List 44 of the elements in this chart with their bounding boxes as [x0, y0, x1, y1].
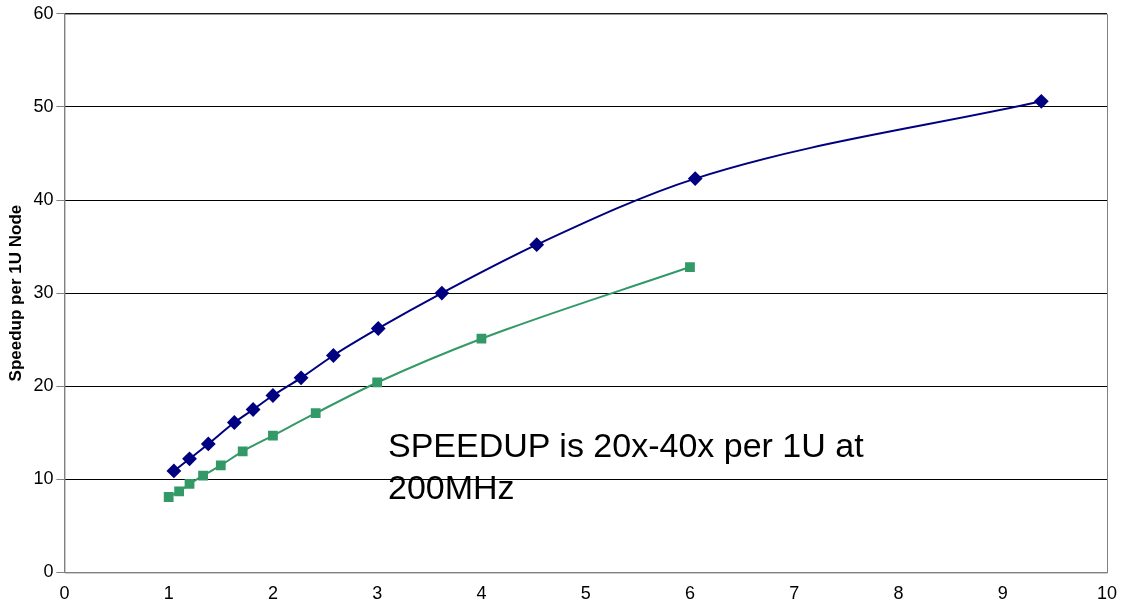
point — [688, 171, 703, 186]
x-tick-label: 0 — [59, 583, 70, 604]
point — [246, 402, 261, 417]
point — [372, 377, 383, 388]
x-tick-label: 10 — [1096, 583, 1118, 604]
x-tick-label: 7 — [789, 583, 800, 604]
point — [529, 237, 544, 252]
x-tick-label: 5 — [580, 583, 591, 604]
point — [476, 333, 487, 344]
x-tick-label: 1 — [163, 583, 174, 604]
point — [265, 388, 280, 403]
point — [166, 463, 181, 478]
point — [237, 446, 248, 457]
x-tick-label: 8 — [893, 583, 904, 604]
y-tick-label: 60 — [33, 2, 54, 23]
y-tick-label: 40 — [33, 188, 54, 209]
point — [198, 470, 208, 481]
annotation: SPEEDUP is 20x-40x per 1U at 200MHz — [388, 425, 865, 508]
point — [1034, 94, 1049, 109]
point — [184, 479, 195, 489]
x-tick-label: 6 — [684, 583, 695, 604]
point — [434, 286, 449, 301]
point — [294, 370, 309, 385]
point — [163, 492, 174, 502]
x-tick-label: 2 — [267, 583, 278, 604]
point — [326, 348, 341, 363]
x-tick-label: 4 — [476, 583, 487, 604]
point — [182, 451, 197, 466]
y-tick-label: 0 — [43, 561, 54, 582]
y-axis-title: Speedup per 1U Node — [5, 204, 25, 382]
point — [310, 408, 321, 419]
y-tick-label: 30 — [33, 282, 54, 303]
x-tick-label: 9 — [997, 583, 1008, 604]
point — [371, 321, 386, 336]
point — [685, 262, 695, 272]
point — [227, 415, 242, 430]
y-tick-label: 50 — [33, 95, 54, 116]
point — [174, 486, 184, 497]
point — [268, 430, 278, 441]
y-tick-label: 10 — [33, 468, 54, 489]
y-tick-label: 20 — [33, 375, 54, 396]
x-tick-label: 3 — [372, 583, 383, 604]
point — [201, 436, 216, 451]
point — [215, 460, 226, 471]
